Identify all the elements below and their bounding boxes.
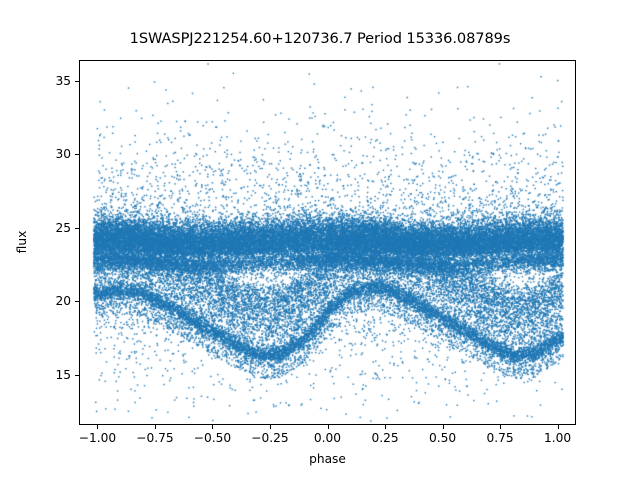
- x-tick-mark: [327, 425, 329, 429]
- y-tick-mark: [75, 154, 79, 156]
- y-axis-label: flux: [15, 230, 29, 254]
- x-tick-label: 0.25: [371, 431, 399, 445]
- x-tick-label: 0.75: [486, 431, 514, 445]
- x-tick-mark: [212, 425, 214, 429]
- y-tick-mark: [75, 80, 79, 82]
- x-tick-label: −0.25: [251, 431, 289, 445]
- page-title: 1SWASPJ221254.60+120736.7 Period 15336.0…: [129, 30, 511, 47]
- x-tick-label: −1.00: [78, 431, 117, 445]
- x-tick-mark: [385, 425, 387, 429]
- x-tick-mark: [154, 425, 156, 429]
- y-tick-label: 15: [55, 367, 71, 382]
- x-tick-label: 0.50: [428, 431, 457, 445]
- y-tick-label: 20: [55, 294, 71, 309]
- x-tick-mark: [97, 425, 99, 429]
- y-tick-mark: [75, 227, 79, 229]
- scatter-plot-canvas: [80, 61, 575, 424]
- x-tick-label: 0.00: [313, 431, 342, 445]
- x-tick-mark: [442, 425, 444, 429]
- y-tick-label: 25: [55, 220, 71, 235]
- y-tick-mark: [75, 374, 79, 376]
- x-tick-label: 1.00: [544, 431, 572, 445]
- y-tick-label: 35: [55, 73, 71, 88]
- y-tick-mark: [75, 301, 79, 303]
- x-tick-mark: [269, 425, 271, 429]
- x-axis-label: phase: [309, 452, 346, 466]
- x-tick-label: −0.75: [136, 431, 174, 445]
- plot-axes-area: [79, 60, 576, 425]
- x-tick-mark: [557, 425, 559, 429]
- y-tick-label: 30: [55, 147, 71, 162]
- x-tick-mark: [500, 425, 502, 429]
- x-tick-label: −0.50: [193, 431, 232, 445]
